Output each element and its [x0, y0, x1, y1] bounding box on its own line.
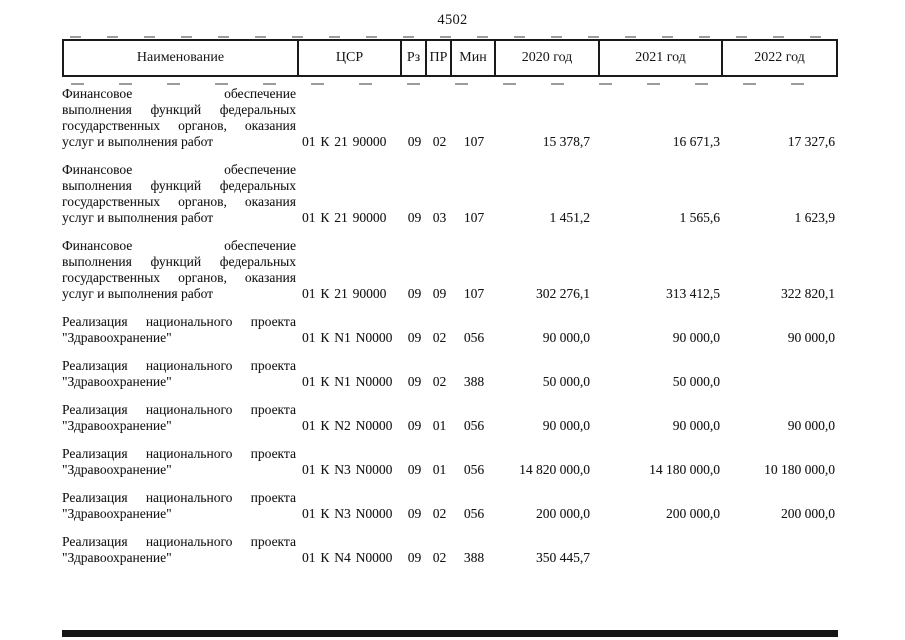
header-csr: ЦСР [297, 41, 400, 75]
row-name: Реализация национального проекта "Здравоо… [62, 490, 296, 521]
row-csr-code: 01 К N3 N0000 [302, 506, 393, 521]
row-csr-code: 01 К 21 90000 [302, 286, 387, 301]
row-value-2020: 14 820 000,0 [519, 462, 590, 477]
row-min: 388 [463, 550, 485, 565]
row-value-2020: 90 000,0 [542, 330, 590, 345]
row-value-2021: 90 000,0 [672, 330, 720, 345]
row-rz: 09 [407, 506, 422, 521]
header-2020: 2020 год [494, 41, 598, 75]
row-rz: 09 [407, 330, 422, 345]
row-pr: 01 [432, 462, 447, 477]
scan-artifact-line [70, 36, 828, 38]
row-value-2020: 302 276,1 [536, 286, 590, 301]
header-pr: ПР [425, 41, 450, 75]
row-min: 107 [463, 210, 485, 225]
table-row: Реализация национального проекта "Здравоо… [62, 534, 838, 566]
row-value-2021: 50 000,0 [672, 374, 720, 389]
row-rz: 09 [407, 418, 422, 433]
row-rz: 09 [407, 286, 422, 301]
row-value-2022: 1 623,9 [794, 210, 836, 225]
row-value-2020: 90 000,0 [542, 418, 590, 433]
row-pr: 09 [432, 286, 447, 301]
row-csr-code: 01 К N4 N0000 [302, 550, 393, 565]
row-min: 107 [463, 134, 485, 149]
row-csr-code: 01 К 21 90000 [302, 210, 387, 225]
row-pr: 01 [432, 418, 447, 433]
table-body: Финансовое обеспечение выполнения функций… [62, 77, 838, 566]
row-value-2022: 10 180 000,0 [764, 462, 835, 477]
page-number: 4502 [437, 12, 468, 28]
row-pr: 03 [432, 210, 447, 225]
row-name: Реализация национального проекта "Здравоо… [62, 534, 296, 565]
row-csr-code: 01 К N1 N0000 [302, 374, 393, 389]
header-min: Мин [450, 41, 494, 75]
row-csr-code: 01 К N1 N0000 [302, 330, 393, 345]
row-value-2021: 200 000,0 [666, 506, 720, 521]
row-rz: 09 [407, 374, 422, 389]
scan-artifact-line [62, 83, 838, 85]
row-value-2021: 14 180 000,0 [649, 462, 720, 477]
row-value-2021: 1 565,6 [679, 210, 721, 225]
header-name: Наименование [136, 50, 225, 65]
table-row: Реализация национального проекта "Здравоо… [62, 402, 838, 434]
row-name: Финансовое обеспечение выполнения функций… [62, 86, 296, 149]
row-name: Финансовое обеспечение выполнения функций… [62, 238, 296, 301]
row-csr-code: 01 К N2 N0000 [302, 418, 393, 433]
row-pr: 02 [432, 506, 447, 521]
row-rz: 09 [407, 462, 422, 477]
row-min: 056 [463, 330, 485, 345]
header-2022: 2022 год [721, 41, 836, 75]
row-rz: 09 [407, 134, 422, 149]
row-min: 056 [463, 462, 485, 477]
row-name: Финансовое обеспечение выполнения функций… [62, 162, 296, 225]
row-name: Реализация национального проекта "Здравоо… [62, 446, 296, 477]
row-min: 056 [463, 506, 485, 521]
row-pr: 02 [432, 550, 447, 565]
row-value-2022: 17 327,6 [787, 134, 835, 149]
row-value-2020: 350 445,7 [536, 550, 590, 565]
table-row: Реализация национального проекта "Здравоо… [62, 314, 838, 346]
row-csr-code: 01 К N3 N0000 [302, 462, 393, 477]
row-name: Реализация национального проекта "Здравоо… [62, 358, 296, 389]
row-value-2022: 322 820,1 [781, 286, 835, 301]
row-value-2020: 50 000,0 [542, 374, 590, 389]
row-name: Реализация национального проекта "Здравоо… [62, 402, 296, 433]
row-rz: 09 [407, 210, 422, 225]
row-min: 107 [463, 286, 485, 301]
row-pr: 02 [432, 374, 447, 389]
table-row: Финансовое обеспечение выполнения функций… [62, 86, 838, 150]
row-pr: 02 [432, 330, 447, 345]
table-row: Реализация национального проекта "Здравоо… [62, 490, 838, 522]
budget-table: Наименование ЦСР Рз ПР Мин 2020 год 2021… [62, 39, 838, 566]
row-value-2022: 90 000,0 [787, 418, 835, 433]
row-value-2021: 90 000,0 [672, 418, 720, 433]
header-2021: 2021 год [598, 41, 721, 75]
row-value-2022: 90 000,0 [787, 330, 835, 345]
row-rz: 09 [407, 550, 422, 565]
row-value-2022: 200 000,0 [781, 506, 835, 521]
next-page-table-edge [62, 630, 838, 637]
row-min: 056 [463, 418, 485, 433]
row-csr-code: 01 К 21 90000 [302, 134, 387, 149]
row-value-2021: 313 412,5 [666, 286, 720, 301]
row-min: 388 [463, 374, 485, 389]
header-rz: Рз [400, 41, 425, 75]
row-pr: 02 [432, 134, 447, 149]
row-value-2020: 15 378,7 [542, 134, 590, 149]
table-row: Финансовое обеспечение выполнения функций… [62, 162, 838, 226]
table-header-row: Наименование ЦСР Рз ПР Мин 2020 год 2021… [62, 39, 838, 77]
table-row: Реализация национального проекта "Здравоо… [62, 446, 838, 478]
table-row: Финансовое обеспечение выполнения функций… [62, 238, 838, 302]
table-row: Реализация национального проекта "Здравоо… [62, 358, 838, 390]
row-value-2020: 1 451,2 [549, 210, 591, 225]
row-value-2021: 16 671,3 [672, 134, 720, 149]
row-value-2020: 200 000,0 [536, 506, 590, 521]
row-name: Реализация национального проекта "Здравоо… [62, 314, 296, 345]
